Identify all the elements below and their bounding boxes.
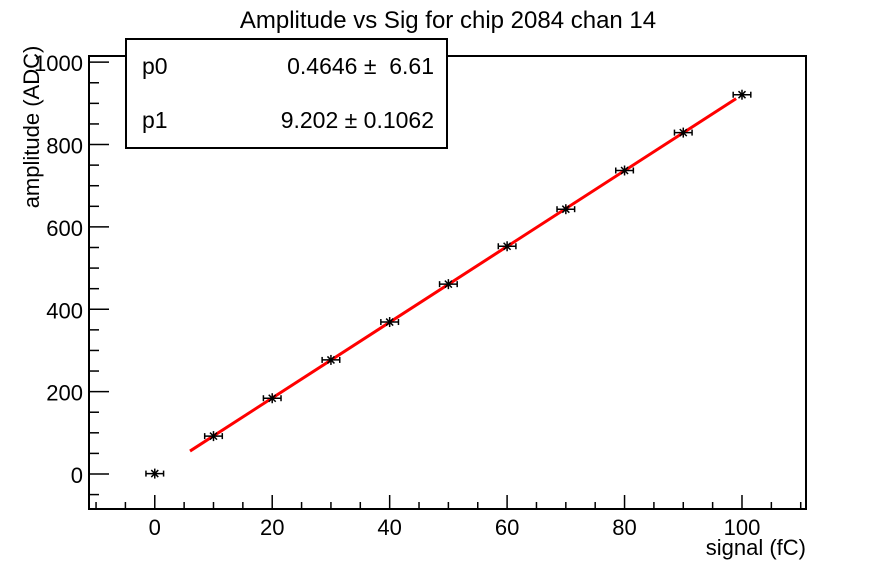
fit-param-name: p1 (142, 106, 168, 133)
fit-param-name: p0 (142, 53, 168, 80)
x-tick-label: 20 (260, 515, 284, 540)
data-point-marker (679, 128, 688, 137)
x-tick-label: 80 (612, 515, 636, 540)
y-axis-title: amplitude (ADC) (19, 45, 44, 209)
fit-param-row-p0: p0 0.4646 ± 6.61 (127, 40, 446, 94)
data-point-marker (620, 166, 629, 175)
y-tick-label: 600 (46, 216, 83, 241)
x-tick-label: 100 (724, 515, 761, 540)
data-point-marker (326, 355, 335, 364)
data-point-marker (268, 394, 277, 403)
fit-param-value: 0.4646 ± 6.61 (287, 53, 434, 80)
fit-line (189, 97, 737, 453)
y-tick-label: 200 (46, 381, 83, 406)
y-tick-label: 0 (71, 463, 83, 488)
data-point-marker (503, 242, 512, 251)
fit-param-value: 9.202 ± 0.1062 (280, 106, 434, 133)
data-point-marker (209, 432, 218, 441)
fit-param-row-p1: p1 9.202 ± 0.1062 (127, 94, 446, 148)
x-tick-label: 40 (377, 515, 401, 540)
data-point-marker (737, 90, 747, 99)
y-tick-label: 400 (46, 298, 83, 323)
y-tick-label: 1000 (34, 51, 83, 76)
data-point-marker (444, 280, 453, 289)
data-point-marker (385, 318, 394, 327)
chart-title: Amplitude vs Sig for chip 2084 chan 14 (239, 7, 657, 34)
y-tick-label: 800 (46, 134, 83, 159)
x-axis-title: signal (fC) (705, 535, 806, 560)
fit-stats-box: p0 0.4646 ± 6.61 p1 9.202 ± 0.1062 (125, 38, 448, 149)
x-tick-label: 60 (495, 515, 519, 540)
data-point-marker (150, 469, 159, 478)
data-point-marker (561, 205, 570, 214)
x-tick-label: 0 (149, 515, 161, 540)
